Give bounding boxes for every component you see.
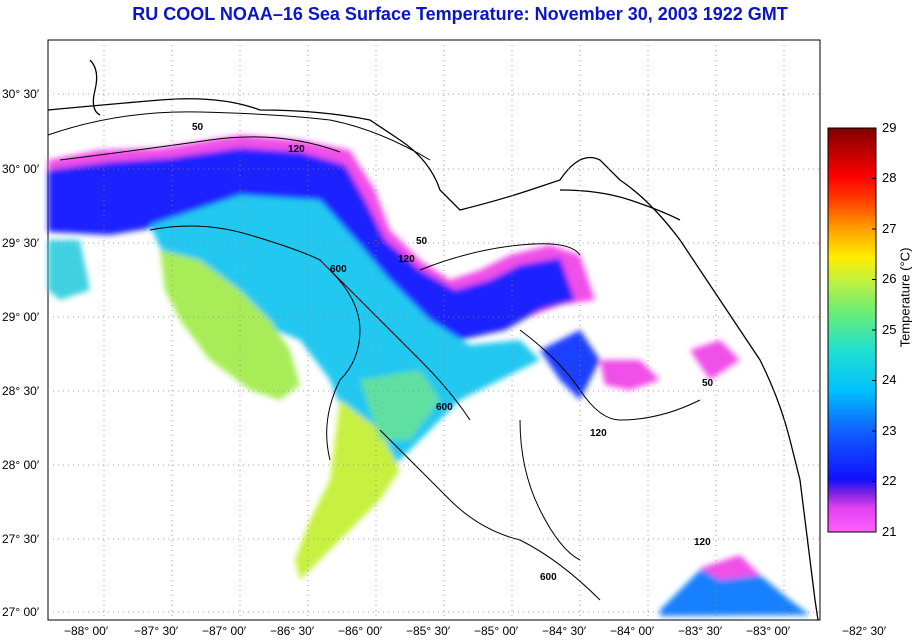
contour-label-600: 600: [330, 264, 347, 275]
colorbar-tick-label: 25: [882, 322, 897, 337]
lat-label: 27° 00′: [2, 605, 40, 619]
map-title: RU COOL NOAA–16 Sea Surface Temperature:…: [132, 4, 788, 24]
bathymetry-contours: [47, 111, 701, 601]
lat-label: 29° 30′: [2, 236, 40, 250]
contour-label-120d: 120: [694, 537, 711, 548]
colorbar-tick-label: 28: [882, 170, 897, 185]
sst-field: [48, 135, 810, 616]
contour-label-50b: 50: [416, 236, 428, 247]
lat-label: 29° 00′: [2, 310, 40, 324]
colorbar-tick-label: 22: [882, 473, 897, 488]
lon-label: −87° 00′: [202, 624, 247, 638]
lat-lon-grid: [48, 40, 820, 620]
lon-label: −88° 00′: [64, 624, 109, 638]
lon-label: −86° 30′: [270, 624, 315, 638]
lon-label: −83° 30′: [678, 624, 723, 638]
contour-label-120: 120: [288, 144, 305, 155]
coastline: [47, 59, 819, 621]
colorbar-label: Temperature (°C): [897, 247, 913, 348]
lon-label: −82° 30′: [842, 624, 887, 638]
lon-label: −87° 30′: [134, 624, 179, 638]
contour-label-600b: 600: [436, 402, 453, 413]
lon-label: −83° 00′: [746, 624, 791, 638]
lon-label: −84° 30′: [542, 624, 587, 638]
lat-label: 28° 30′: [2, 384, 40, 398]
lon-label: −85° 30′: [406, 624, 451, 638]
contour-label-600c: 600: [540, 572, 557, 583]
lat-label: 30° 00′: [2, 162, 40, 176]
colorbar-tick-label: 24: [882, 372, 897, 387]
contour-label-50: 50: [192, 122, 204, 133]
contour-label-120c: 120: [590, 428, 607, 439]
colorbar-tick-label: 23: [882, 423, 897, 438]
colorbar-tick-label: 21: [882, 524, 897, 539]
colorbar: [827, 127, 877, 533]
colorbar-tick-label: 29: [882, 120, 897, 135]
lat-label: 30° 30′: [2, 87, 40, 101]
lon-label: −84° 00′: [610, 624, 655, 638]
colorbar-tick-label: 27: [882, 221, 897, 236]
lat-label: 27° 30′: [2, 532, 40, 546]
contour-label-50c: 50: [702, 378, 714, 389]
lon-label: −86° 00′: [338, 624, 383, 638]
lat-label: 28° 00′: [2, 458, 40, 472]
colorbar-tick-label: 26: [882, 271, 897, 286]
colorbar-ticks: [872, 127, 876, 533]
contour-label-120b: 120: [398, 254, 415, 265]
lon-label: −85° 00′: [474, 624, 519, 638]
contour-labels: 50 120 600 50 120 600 120 50 120 600: [192, 122, 714, 583]
